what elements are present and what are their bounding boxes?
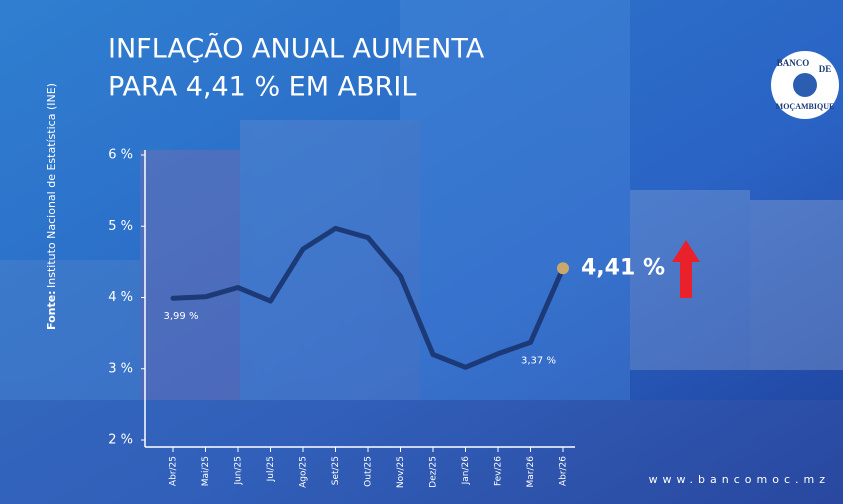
- x-tick-label: Abr/26: [559, 456, 569, 486]
- source-label: Fonte:: [45, 290, 58, 330]
- x-tick-label: Set/25: [331, 456, 341, 485]
- x-tick-label: Jul/25: [266, 456, 276, 482]
- x-tick-label: Dez/25: [429, 456, 439, 488]
- logo-text: DE: [819, 64, 832, 74]
- source-text: Instituto Nacional de Estatística (INE): [45, 83, 58, 288]
- y-tick-label: 3 %: [108, 361, 133, 376]
- value-label: 4,41 %: [581, 255, 665, 280]
- title-line: PARA 4,41 % EM ABRIL: [108, 72, 416, 103]
- logo-text: MOÇAMBIQUE: [776, 102, 835, 111]
- y-tick-label: 5 %: [108, 219, 133, 234]
- x-tick-label: Jan/26: [461, 456, 471, 486]
- arrow: [672, 240, 700, 298]
- y-tick-label: 4 %: [108, 290, 133, 305]
- website: www.bancomoc.mz: [649, 473, 830, 486]
- source: Fonte: Instituto Nacional de Estatística…: [45, 83, 58, 330]
- x-tick-label: Ago/25: [299, 456, 309, 488]
- x-tick-label: Out/25: [364, 456, 374, 487]
- marker: [557, 262, 569, 275]
- value-label: 3,37 %: [521, 355, 556, 366]
- logo-emblem: [793, 73, 817, 97]
- y-tick-label: 6 %: [108, 148, 133, 163]
- logo-text: BANCO: [777, 58, 810, 68]
- x-tick-label: Jun/25: [234, 456, 244, 486]
- x-tick-label: Abr/25: [169, 456, 179, 486]
- y-tick-label: 2 %: [108, 433, 133, 448]
- x-tick-label: Mar/26: [526, 456, 536, 488]
- x-tick-label: Mai/25: [201, 456, 211, 486]
- title-line: INFLAÇÃO ANUAL AUMENTA: [108, 33, 485, 65]
- x-tick-label: Nov/25: [396, 456, 406, 488]
- line: [170, 225, 566, 370]
- value-label: 3,99 %: [164, 311, 199, 322]
- x-tick-label: Fev/26: [494, 456, 504, 486]
- logo: BANCO DE MOÇAMBIQUE: [771, 51, 839, 119]
